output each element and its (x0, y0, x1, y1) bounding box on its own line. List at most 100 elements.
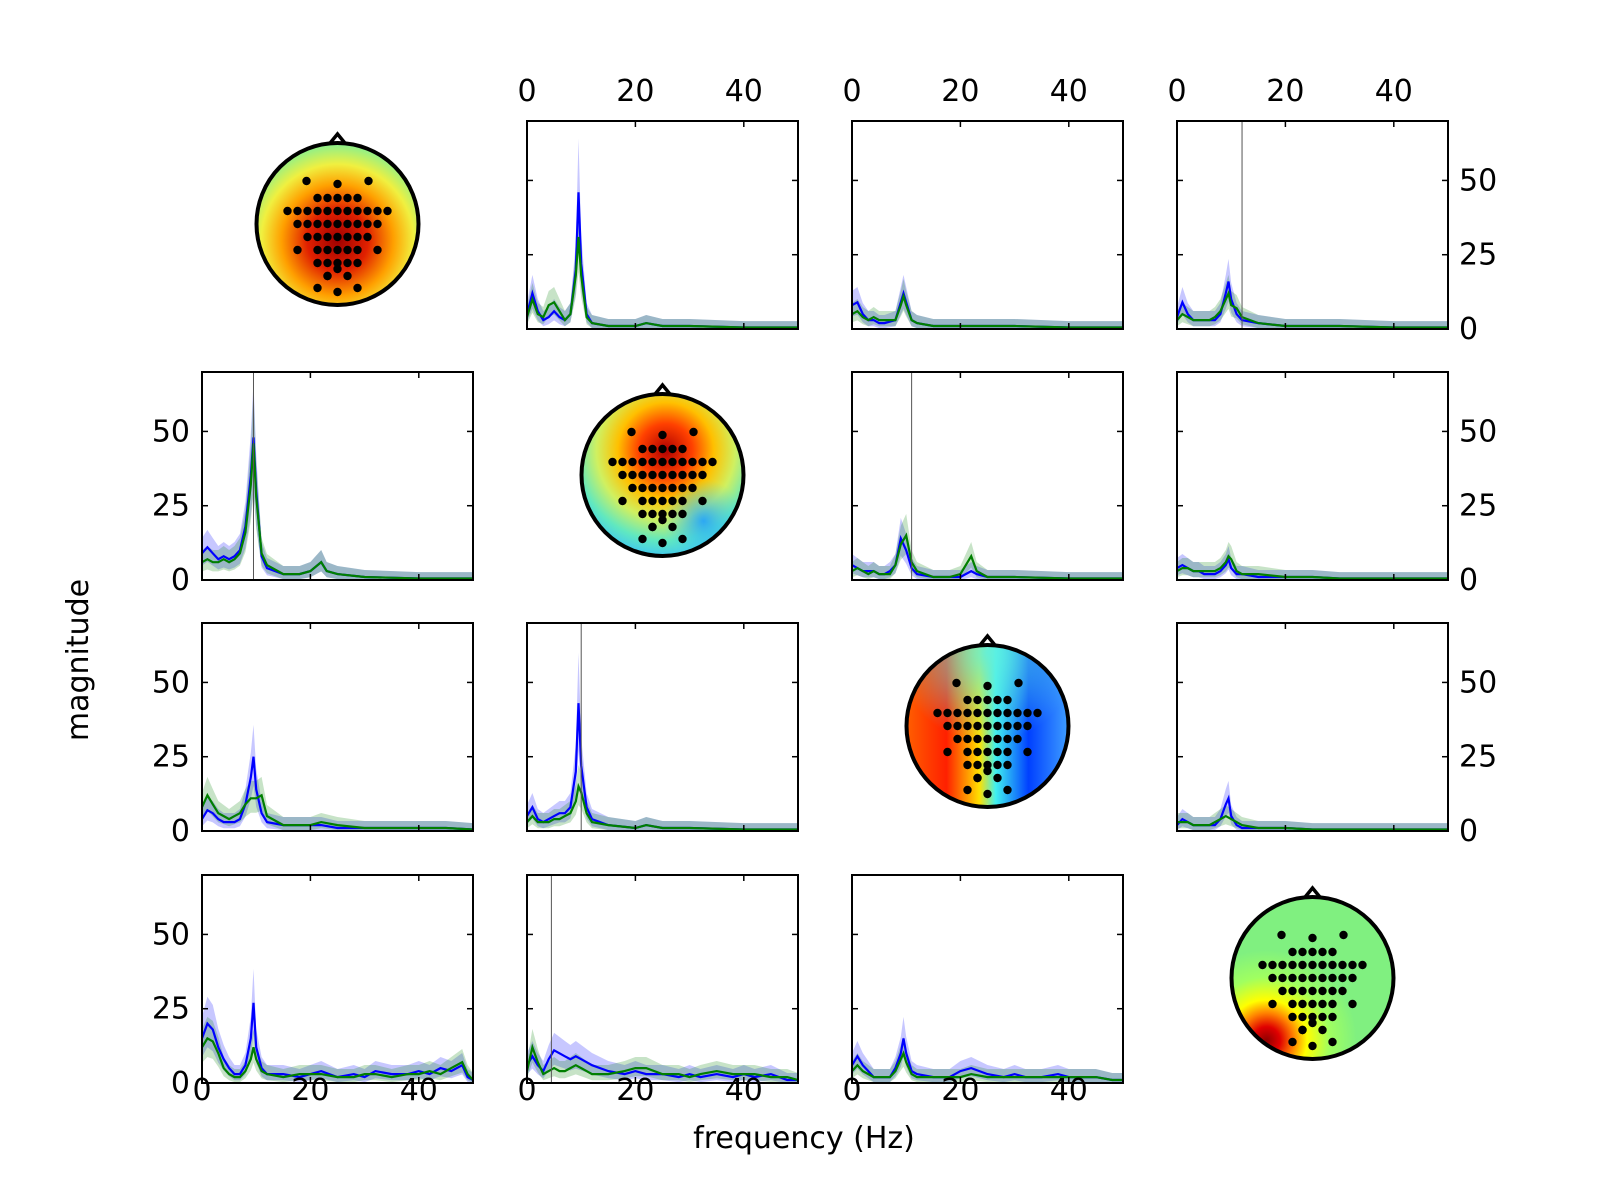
electrode-dot (963, 734, 972, 744)
electrode-dot (963, 695, 972, 705)
electrode-dot (353, 283, 362, 293)
electrode-dot (343, 206, 352, 216)
electrode-dot (658, 483, 667, 493)
electrode-dot (993, 734, 1002, 744)
electrode-dot (1339, 930, 1348, 940)
tick-label: 0 (1459, 312, 1478, 347)
electrode-dot (973, 773, 982, 783)
tick-label: 25 (152, 489, 190, 524)
electrode-dot (1013, 734, 1022, 744)
electrode-dot (333, 206, 342, 216)
electrode-dot (708, 457, 717, 467)
electrode-dot (1298, 986, 1307, 996)
electrode-dot (648, 509, 657, 519)
electrode-dot (952, 678, 961, 688)
head-outline (254, 141, 421, 307)
electrode-dot (668, 496, 677, 506)
electrode-dot (668, 470, 677, 480)
spectrum-panel (851, 874, 1124, 1084)
tick-label: 50 (1459, 163, 1497, 198)
electrode-dot (303, 232, 312, 242)
electrode-dot (1348, 999, 1357, 1009)
tick-label: 25 (1459, 489, 1497, 524)
electrode-dot (953, 721, 962, 731)
electrode-dot (1318, 947, 1327, 957)
electrode-dot (678, 483, 687, 493)
electrode-dot (302, 176, 311, 186)
electrode-dot (363, 232, 372, 242)
electrode-dot (1338, 986, 1347, 996)
series-line (202, 792, 473, 831)
spectrum-panel (851, 120, 1124, 330)
series-band (852, 1036, 1123, 1083)
electrode-dot (668, 444, 677, 454)
panel-frame (201, 371, 474, 581)
electrode-dot (323, 193, 332, 203)
tick-label: 0 (171, 814, 190, 849)
electrode-dot (1298, 960, 1307, 970)
electrode-dot (323, 258, 332, 268)
electrode-dot (333, 179, 342, 189)
electrode-dot (993, 695, 1002, 705)
electrode-dot (1003, 734, 1012, 744)
electrode-dot (1033, 708, 1042, 718)
electrode-dot (1298, 999, 1307, 1009)
head-outline (579, 392, 746, 558)
electrode-dot (618, 457, 627, 467)
tick-label: 0 (1459, 814, 1478, 849)
tick-label: 0 (517, 1073, 536, 1108)
electrode-dot (628, 457, 637, 467)
plot-area (852, 1016, 1123, 1083)
electrode-dot (333, 287, 342, 297)
electrode-dot (993, 760, 1002, 770)
tick-label: 20 (941, 1073, 979, 1108)
series-band (852, 513, 1123, 580)
spectrum-panel (526, 120, 799, 330)
electrode-dot (1308, 986, 1317, 996)
electrode-dot (983, 766, 992, 776)
spectrum-panel (1176, 622, 1449, 832)
electrode-dot (658, 515, 667, 525)
electrode-dot (353, 258, 362, 268)
electrode-dot (1318, 960, 1327, 970)
electrode-dot (648, 496, 657, 506)
electrode-dot (333, 193, 342, 203)
electrode-dot (1003, 785, 1012, 795)
series-band (1177, 274, 1448, 329)
electrode-dot (638, 483, 647, 493)
electrode-dot (1298, 1025, 1307, 1035)
x-axis-label: frequency (Hz) (693, 1121, 915, 1156)
electrode-dot (648, 522, 657, 532)
electrode-dot (658, 509, 667, 519)
electrode-dot (1308, 1041, 1317, 1051)
electrode-dot (1298, 973, 1307, 983)
electrode-dot (1023, 708, 1032, 718)
electrode-dot (638, 457, 647, 467)
plot-area (202, 968, 473, 1083)
electrode-dot (608, 457, 617, 467)
electrode-dot (698, 496, 707, 506)
electrode-dot (973, 695, 982, 705)
series-band (1177, 546, 1448, 580)
electrode-dot (1308, 1018, 1317, 1028)
tick-label: 0 (171, 1066, 190, 1101)
electrode-dot (313, 245, 322, 255)
series-band (527, 764, 798, 831)
electrode-dot (333, 264, 342, 274)
electrode-dot (973, 734, 982, 744)
electrode-dot (1298, 1012, 1307, 1022)
electrode-dot (973, 747, 982, 757)
electrode-dot (1278, 973, 1287, 983)
series-line (852, 292, 1123, 329)
electrode-dot (1318, 999, 1327, 1009)
electrode-dot (343, 232, 352, 242)
electrode-dot (648, 444, 657, 454)
electrode-dot (1288, 1012, 1297, 1022)
spectrum-panel (1176, 371, 1449, 581)
series-line (852, 534, 1123, 580)
panel-frame (851, 874, 1124, 1084)
electrode-dot (993, 721, 1002, 731)
electrode-dot (353, 245, 362, 255)
electrode-dot (1338, 973, 1347, 983)
electrode-dot (618, 496, 627, 506)
